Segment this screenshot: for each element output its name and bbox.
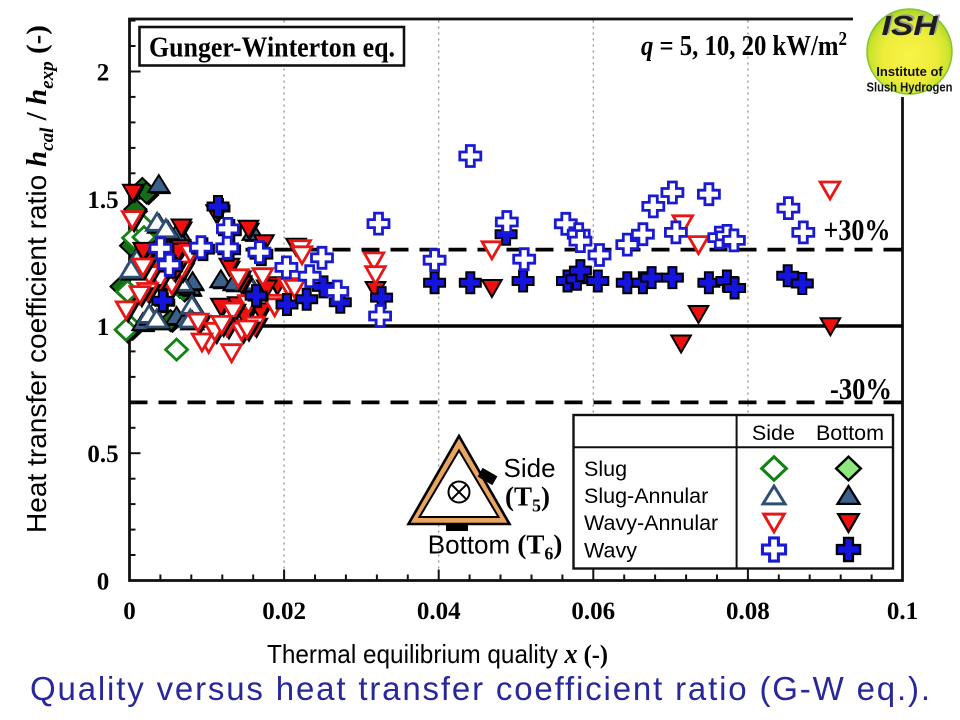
svg-text:Bottom: Bottom (816, 421, 884, 445)
svg-text:q = 5, 10, 20 kW/m2: q = 5, 10, 20 kW/m2 (641, 28, 847, 62)
svg-text:Heat transfer coefficient rati: Heat transfer coefficient ratio hcal / h… (21, 25, 58, 533)
svg-text:0.04: 0.04 (417, 598, 461, 625)
svg-text:Side: Side (752, 421, 795, 445)
svg-text:Slug: Slug (584, 457, 627, 481)
svg-text:2: 2 (97, 60, 110, 87)
svg-text:Slug-Annular: Slug-Annular (584, 484, 708, 508)
svg-text:(T5): (T5) (505, 482, 550, 516)
svg-text:Wavy-Annular: Wavy-Annular (584, 511, 718, 535)
svg-text:-30%: -30% (830, 371, 892, 406)
svg-text:0: 0 (97, 569, 110, 596)
svg-text:Thermal equilibrium quality x: Thermal equilibrium quality x (-) (267, 639, 608, 670)
svg-text:0.08: 0.08 (726, 598, 770, 625)
svg-text:1: 1 (97, 314, 110, 341)
svg-text:Slush Hydrogen: Slush Hydrogen (867, 80, 953, 95)
svg-text:ISH: ISH (882, 10, 939, 41)
svg-text:Side: Side (504, 453, 556, 483)
svg-text:ISH: ISH (884, 9, 941, 40)
svg-text:Bottom (T6): Bottom (T6) (428, 530, 563, 564)
svg-text:Wavy: Wavy (584, 539, 637, 563)
svg-text:+30%: +30% (824, 212, 891, 247)
svg-text:0.1: 0.1 (887, 598, 918, 625)
svg-text:0.06: 0.06 (571, 598, 615, 625)
svg-text:Gunger-Winterton eq.: Gunger-Winterton eq. (149, 33, 395, 64)
svg-text:0.5: 0.5 (87, 441, 118, 468)
svg-text:0: 0 (123, 598, 136, 625)
svg-text:Institute of: Institute of (876, 64, 943, 79)
svg-text:1.5: 1.5 (87, 187, 118, 214)
svg-text:Quality versus heat transfer c: Quality versus heat transfer coefficient… (30, 670, 930, 707)
svg-text:0.02: 0.02 (262, 598, 306, 625)
